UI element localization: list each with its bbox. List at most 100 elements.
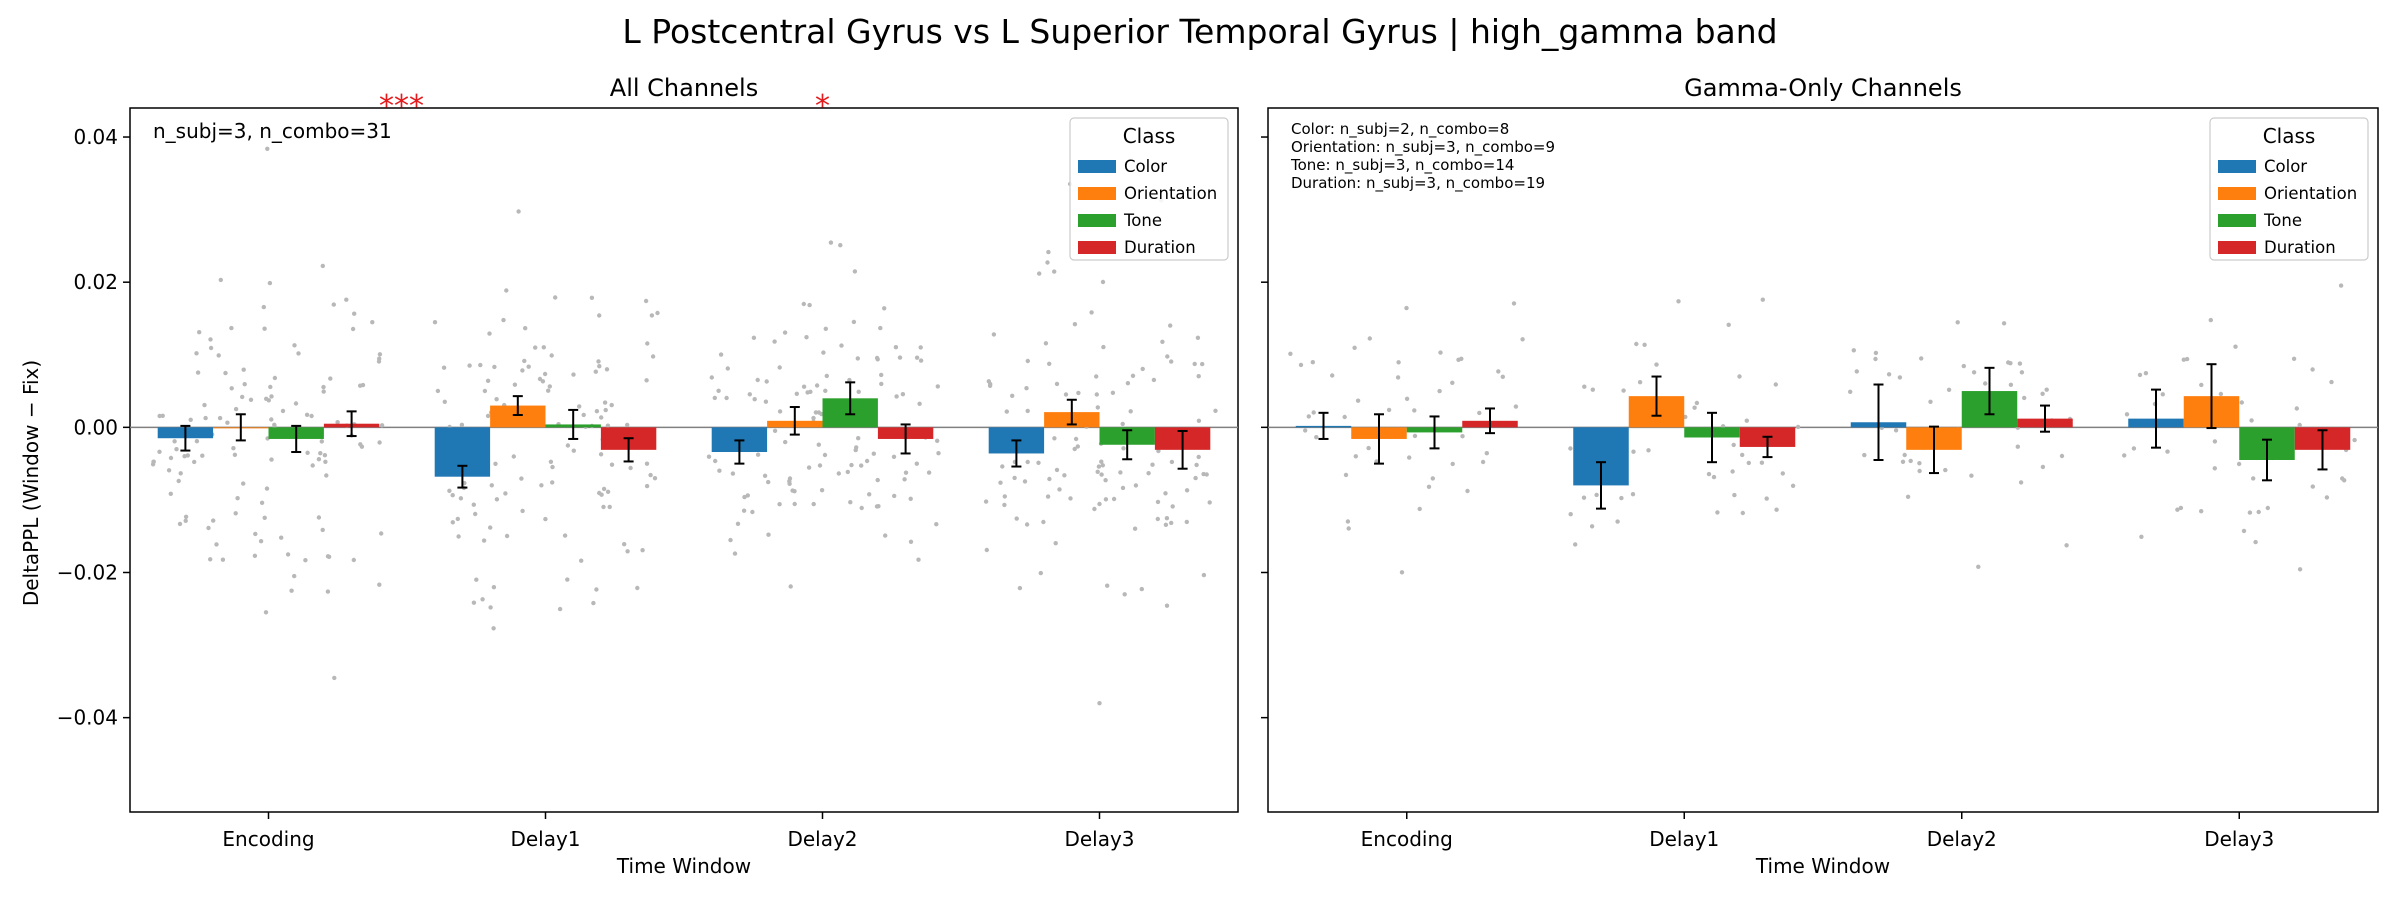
data-point bbox=[2165, 449, 2170, 454]
x-tick-label: Delay1 bbox=[1649, 827, 1719, 851]
data-point bbox=[1511, 301, 1517, 306]
data-point bbox=[458, 496, 464, 501]
data-point bbox=[541, 345, 546, 350]
data-point bbox=[783, 439, 788, 445]
legend-swatch bbox=[1078, 187, 1116, 200]
legend-label: Tone bbox=[2263, 211, 2302, 230]
data-point bbox=[550, 480, 555, 485]
data-point bbox=[280, 408, 286, 414]
data-point bbox=[543, 516, 548, 522]
data-point bbox=[1045, 260, 1050, 265]
data-point bbox=[1795, 424, 1801, 430]
data-point bbox=[432, 320, 438, 325]
data-point bbox=[259, 500, 265, 505]
data-point bbox=[1047, 361, 1052, 366]
data-point bbox=[494, 497, 500, 502]
data-point bbox=[1346, 526, 1351, 531]
data-point bbox=[828, 240, 834, 245]
data-point bbox=[2160, 392, 2165, 397]
data-point bbox=[882, 306, 887, 311]
data-point bbox=[645, 341, 650, 346]
data-point bbox=[377, 440, 382, 445]
data-point bbox=[1459, 356, 1464, 361]
data-point bbox=[512, 382, 518, 387]
data-point bbox=[1582, 384, 1587, 389]
legend-label: Duration bbox=[1124, 238, 1196, 257]
data-point bbox=[591, 600, 596, 606]
data-point bbox=[1873, 350, 1879, 356]
data-point bbox=[594, 587, 599, 592]
data-point bbox=[1094, 374, 1099, 379]
data-point bbox=[589, 295, 595, 300]
data-point bbox=[473, 511, 478, 517]
data-point bbox=[332, 675, 337, 681]
data-point bbox=[150, 462, 156, 467]
data-point bbox=[241, 367, 246, 372]
data-point bbox=[504, 288, 509, 293]
data-point bbox=[2131, 446, 2137, 451]
data-point bbox=[1306, 414, 1312, 419]
data-point bbox=[296, 351, 301, 356]
data-point bbox=[1430, 476, 1436, 481]
data-point bbox=[1917, 468, 1922, 474]
data-point bbox=[807, 302, 812, 308]
data-point bbox=[455, 516, 460, 522]
data-point bbox=[442, 399, 447, 404]
data-point bbox=[264, 396, 269, 401]
data-point bbox=[609, 462, 615, 467]
data-point bbox=[1873, 356, 1878, 362]
data-point bbox=[1100, 463, 1106, 468]
data-point bbox=[1790, 483, 1796, 488]
data-point bbox=[1072, 322, 1078, 327]
data-point bbox=[732, 551, 738, 556]
data-point bbox=[435, 388, 441, 394]
data-point bbox=[269, 394, 274, 399]
data-point bbox=[816, 442, 821, 447]
data-point bbox=[801, 384, 807, 389]
data-point bbox=[1200, 361, 1205, 367]
data-point bbox=[1193, 475, 1198, 481]
data-point bbox=[602, 400, 608, 405]
x-tick-label: Delay2 bbox=[1927, 827, 1997, 851]
data-point bbox=[1169, 359, 1174, 364]
data-point bbox=[1100, 279, 1106, 285]
data-point bbox=[565, 443, 571, 448]
data-point bbox=[1076, 390, 1081, 396]
data-point bbox=[1437, 388, 1442, 394]
data-point bbox=[1072, 446, 1077, 452]
data-point bbox=[2040, 391, 2045, 396]
data-point bbox=[493, 461, 498, 466]
data-point bbox=[2253, 539, 2258, 545]
data-point bbox=[1298, 362, 1304, 368]
data-point bbox=[1581, 495, 1587, 500]
data-point bbox=[1120, 421, 1125, 427]
data-point bbox=[1854, 369, 1860, 374]
data-point bbox=[601, 486, 607, 492]
data-point bbox=[1862, 452, 1867, 458]
legend-swatch bbox=[2218, 160, 2256, 173]
data-point bbox=[822, 452, 828, 458]
data-point bbox=[1303, 428, 1308, 433]
legend-title: Class bbox=[2263, 124, 2316, 148]
data-point bbox=[1201, 572, 1207, 578]
data-point bbox=[1110, 390, 1116, 395]
legend-swatch bbox=[1078, 160, 1116, 173]
data-point bbox=[728, 537, 733, 543]
data-point bbox=[2233, 344, 2238, 349]
data-point bbox=[450, 520, 455, 525]
significance-marker: *** bbox=[379, 89, 424, 124]
data-point bbox=[605, 489, 611, 494]
x-axis-label: Time Window bbox=[1755, 854, 1890, 878]
data-point bbox=[203, 415, 208, 421]
data-point bbox=[750, 509, 755, 515]
data-point bbox=[777, 365, 782, 370]
legend-label: Color bbox=[2264, 157, 2307, 176]
legend-label: Tone bbox=[1123, 211, 1162, 230]
data-point bbox=[491, 626, 496, 631]
data-point bbox=[1150, 462, 1155, 467]
data-point bbox=[1893, 428, 1899, 433]
legend-swatch bbox=[2218, 241, 2256, 254]
data-point bbox=[1352, 345, 1357, 350]
data-point bbox=[216, 353, 221, 358]
